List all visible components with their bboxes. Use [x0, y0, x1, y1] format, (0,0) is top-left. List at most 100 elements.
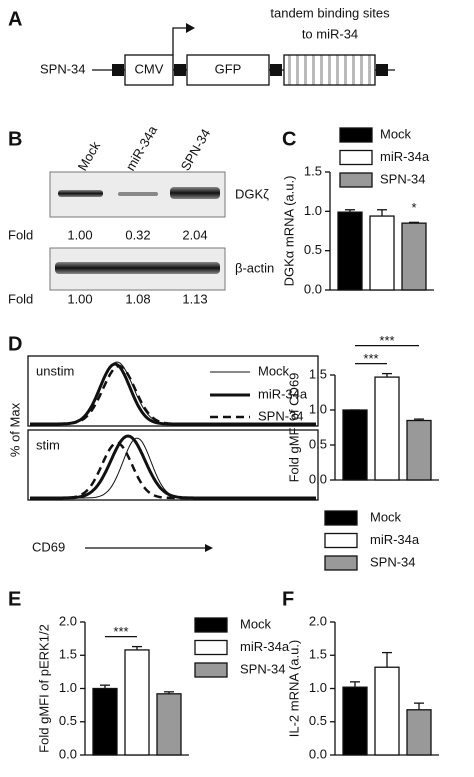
blot-band — [58, 190, 103, 197]
fold-value: 1.00 — [67, 227, 92, 242]
bar — [342, 686, 368, 756]
axis-arrowhead — [205, 544, 213, 552]
significance-label: *** — [379, 333, 394, 348]
axis-label: Fold gMFI of CD69 — [286, 373, 301, 483]
significance-label: *** — [363, 351, 378, 366]
y-tick-label: 1.0 — [309, 680, 327, 695]
legend-swatch — [324, 532, 358, 549]
lane-label: miR-34a — [123, 123, 161, 174]
legend-swatch — [324, 510, 358, 526]
blot-band — [55, 262, 220, 274]
legend-label: SPN-34 — [370, 554, 416, 569]
blot-band — [170, 187, 220, 199]
histogram-label: unstim — [36, 363, 74, 378]
legend-label: SPN-34 — [240, 661, 286, 676]
legend-swatch — [339, 149, 373, 166]
panel-label: E — [8, 588, 21, 610]
fold-value: 0.32 — [125, 227, 150, 242]
fold-label: Fold — [8, 291, 33, 306]
y-tick-label: 0.5 — [309, 713, 327, 728]
bar — [406, 709, 432, 756]
significance-label: *** — [113, 624, 128, 639]
y-tick-label: 0.5 — [309, 436, 327, 451]
panel-label: F — [282, 588, 294, 610]
y-tick-label: 0.0 — [309, 746, 327, 761]
panel-label: C — [282, 128, 296, 150]
y-tick-label: 0.5 — [304, 242, 322, 257]
bar — [369, 215, 395, 291]
legend-label: miR-34a — [380, 149, 430, 164]
axis-label: IL-2 mRNA (a.u.) — [286, 640, 301, 738]
construct-element: CMV — [135, 61, 164, 76]
y-tick-label: 0.0 — [304, 281, 322, 296]
y-tick-label: 1.0 — [304, 203, 322, 218]
construct-junction — [174, 64, 186, 76]
construct-name: SPN-34 — [40, 61, 86, 76]
promoter-arrowhead — [186, 23, 195, 33]
y-tick-label: 2.0 — [309, 613, 327, 628]
axis-label: Fold gMFI of pERK1/2 — [36, 624, 51, 753]
legend-label: Mock — [370, 509, 402, 524]
bar — [406, 419, 432, 481]
y-tick-label: 1.5 — [309, 366, 327, 381]
bar — [156, 693, 182, 756]
cmv-box — [124, 54, 174, 86]
promoter-arrow — [172, 27, 188, 55]
legend-label: miR-34a — [258, 386, 308, 401]
y-tick-label: 2.0 — [59, 613, 77, 628]
legend-swatch — [194, 617, 228, 633]
panel-label: A — [8, 8, 22, 30]
y-tick-label: 1.5 — [304, 163, 322, 178]
legend-swatch — [194, 662, 228, 678]
legend-swatch — [339, 172, 373, 188]
bar — [374, 666, 400, 756]
histogram-curve — [30, 364, 316, 426]
axis-label: DGKα mRNA (a.u.) — [281, 176, 296, 287]
legend-swatch — [324, 555, 358, 571]
bar — [374, 376, 400, 481]
significance-label: * — [411, 200, 416, 215]
legend-swatch — [339, 127, 373, 143]
panel-label: B — [8, 128, 22, 150]
histogram-curve — [30, 437, 316, 499]
construct-note: to miR-34 — [302, 26, 358, 41]
axis-label: CD69 — [32, 539, 65, 554]
y-tick-label: 0.0 — [309, 471, 327, 486]
legend-label: SPN-34 — [380, 171, 426, 186]
blot-target: β-actin — [235, 260, 274, 275]
bar — [342, 409, 368, 481]
histogram-box — [27, 355, 319, 427]
legend-label: Mock — [240, 616, 272, 631]
legend-label: SPN-34 — [258, 408, 304, 423]
histogram-label: stim — [36, 437, 60, 452]
construct-junction — [376, 64, 388, 76]
histogram-curve — [30, 441, 316, 500]
y-tick-label: 0.5 — [59, 713, 77, 728]
construct-junction — [270, 64, 282, 76]
histogram-curve — [30, 434, 316, 500]
legend-label: Mock — [258, 363, 290, 378]
legend-label: miR-34a — [240, 639, 290, 654]
legend-label: miR-34a — [370, 532, 420, 547]
bar — [337, 211, 363, 291]
fold-value: 1.13 — [182, 291, 207, 306]
bar — [92, 687, 118, 756]
construct-element: GFP — [215, 61, 242, 76]
fold-value: 1.08 — [125, 291, 150, 306]
axis-label: % of Max — [7, 402, 22, 457]
panel-label: D — [8, 333, 22, 355]
y-tick-label: 1.0 — [309, 401, 327, 416]
fold-label: Fold — [8, 227, 33, 242]
y-tick-label: 1.5 — [309, 647, 327, 662]
y-tick-label: 0.0 — [59, 746, 77, 761]
binding-sites — [283, 54, 376, 86]
bar — [401, 222, 427, 291]
bar — [124, 649, 150, 756]
gfp-box — [186, 54, 270, 86]
y-tick-label: 1.5 — [59, 647, 77, 662]
legend-label: Mock — [380, 126, 412, 141]
lane-label: SPN-34 — [178, 126, 214, 173]
construct-note: tandem binding sites — [270, 5, 390, 20]
histogram-curves — [30, 361, 316, 500]
